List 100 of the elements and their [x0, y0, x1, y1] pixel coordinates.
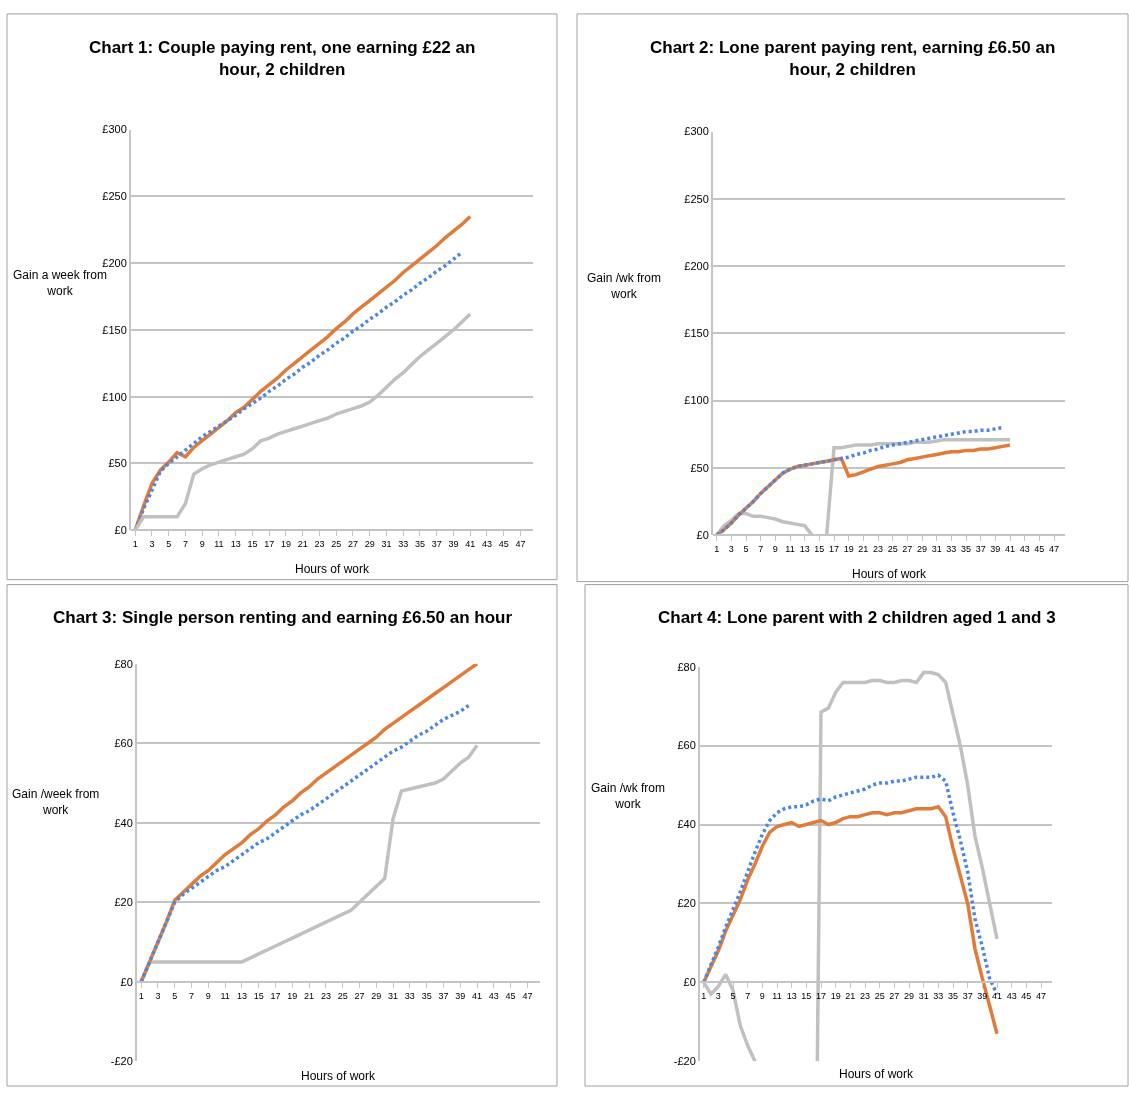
x-tick-label: 37: [438, 990, 449, 1001]
y-tick-label: £200: [684, 259, 709, 272]
x-tick-label: 31: [381, 538, 392, 549]
x-tick-label: 25: [887, 543, 898, 554]
x-tick-label: 25: [331, 538, 342, 549]
y-tick-label: £60: [677, 739, 696, 752]
x-tick-label: 11: [785, 543, 795, 554]
x-tick-label: 47: [515, 538, 526, 549]
x-tick-label: 5: [166, 538, 172, 549]
x-tick-label: 43: [488, 990, 499, 1001]
x-tick-label: 15: [801, 991, 812, 1002]
x-tick-label: 1: [714, 543, 720, 554]
x-tick-label: 13: [786, 991, 797, 1002]
y-tick-label: £100: [102, 390, 127, 403]
y-tick-label: £20: [114, 896, 133, 909]
y-tick-label: £60: [114, 737, 133, 750]
x-tick-label: 15: [247, 538, 258, 549]
x-axis-title: Hours of work: [295, 562, 371, 576]
x-tick-label: 23: [859, 991, 871, 1002]
x-tick-label: 29: [903, 991, 915, 1002]
chart-title: Chart 1: Couple paying rent, one earning £22 an hour, 2 children: [89, 38, 476, 80]
x-tick-label: 3: [715, 991, 721, 1002]
y-axis-title: Gain a week from work: [13, 268, 108, 298]
x-tick-label: 43: [481, 538, 492, 549]
x-tick-label: 35: [421, 990, 432, 1001]
x-tick-label: 3: [149, 538, 155, 549]
x-tick-label: 7: [758, 543, 764, 554]
x-tick-label: 35: [960, 543, 972, 554]
x-tick-label: 17: [815, 991, 827, 1002]
x-tick-label: 47: [1048, 543, 1060, 554]
x-tick-label: 5: [743, 543, 749, 554]
x-tick-label: 27: [902, 543, 913, 554]
x-tick-label: 45: [1021, 991, 1032, 1002]
x-tick-label: 11: [220, 990, 230, 1001]
y-tick-label: £0: [683, 976, 696, 989]
x-tick-label: 7: [745, 991, 751, 1002]
x-tick-label: 19: [287, 990, 298, 1001]
x-tick-label: 33: [933, 991, 944, 1002]
y-axis-title: Gain /week from work: [12, 787, 100, 817]
x-tick-label: 39: [448, 538, 459, 549]
y-tick-label: £50: [690, 461, 709, 474]
x-tick-label: 37: [975, 543, 986, 554]
x-tick-label: 47: [1035, 991, 1047, 1002]
x-tick-label: 37: [962, 991, 973, 1002]
x-tick-label: 17: [264, 538, 275, 549]
y-tick-label: £0: [120, 975, 133, 988]
x-tick-label: 21: [304, 990, 315, 1001]
x-tick-label: 27: [889, 991, 900, 1002]
x-tick-label: 45: [505, 990, 516, 1001]
x-tick-label: 39: [455, 990, 466, 1001]
x-tick-label: 3: [728, 543, 734, 554]
x-tick-label: 7: [189, 990, 195, 1001]
x-tick-label: 35: [414, 538, 425, 549]
x-tick-label: 39: [990, 543, 1001, 554]
x-tick-label: 23: [872, 543, 884, 554]
x-tick-label: 13: [230, 538, 241, 549]
x-tick-label: 15: [814, 543, 825, 554]
x-tick-label: 21: [845, 991, 856, 1002]
y-tick-label: £80: [677, 660, 696, 673]
y-axis-title: Gain /wk from work: [591, 781, 666, 811]
x-tick-label: 35: [947, 991, 959, 1002]
x-tick-label: 3: [155, 990, 161, 1001]
x-tick-label: 27: [347, 538, 358, 549]
x-tick-label: 5: [172, 990, 178, 1001]
x-tick-label: 9: [759, 991, 765, 1002]
y-tick-label: £20: [677, 897, 696, 910]
y-tick-label: £300: [684, 125, 709, 138]
x-tick-label: 1: [701, 991, 707, 1002]
x-tick-label: 13: [799, 543, 810, 554]
y-tick-label: -£20: [673, 1055, 696, 1068]
y-tick-label: £200: [102, 257, 127, 269]
x-tick-label: 9: [199, 538, 205, 549]
y-tick-label: £40: [114, 816, 133, 829]
x-tick-label: 21: [297, 538, 308, 549]
x-tick-label: 11: [214, 538, 224, 549]
y-tick-label: £250: [102, 190, 127, 203]
x-axis-title: Hours of work: [852, 567, 928, 581]
x-tick-label: 31: [931, 543, 942, 554]
x-tick-label: 9: [205, 990, 211, 1001]
x-tick-label: 33: [398, 538, 409, 549]
y-tick-label: £100: [684, 394, 709, 407]
chart-title: Chart 3: Single person renting and earning £6.50 an hour: [53, 608, 513, 627]
y-tick-label: £50: [108, 457, 127, 470]
x-tick-label: 29: [916, 543, 928, 554]
x-tick-label: 43: [1019, 543, 1030, 554]
y-tick-label: £80: [114, 657, 133, 670]
x-tick-label: 21: [858, 543, 869, 554]
x-tick-label: 15: [253, 990, 264, 1001]
x-tick-label: 25: [874, 991, 885, 1002]
y-tick-label: £0: [114, 524, 127, 537]
y-tick-label: £150: [102, 323, 127, 336]
x-axis-title: Hours of work: [301, 1069, 377, 1083]
y-tick-label: £150: [684, 327, 709, 340]
y-tick-label: -£20: [110, 1055, 133, 1068]
y-tick-label: £300: [102, 123, 127, 136]
y-tick-label: £250: [684, 192, 709, 205]
y-tick-label: £0: [696, 528, 709, 541]
x-tick-label: 11: [772, 991, 782, 1002]
x-tick-label: 45: [498, 538, 509, 549]
x-tick-label: 45: [1034, 543, 1045, 554]
